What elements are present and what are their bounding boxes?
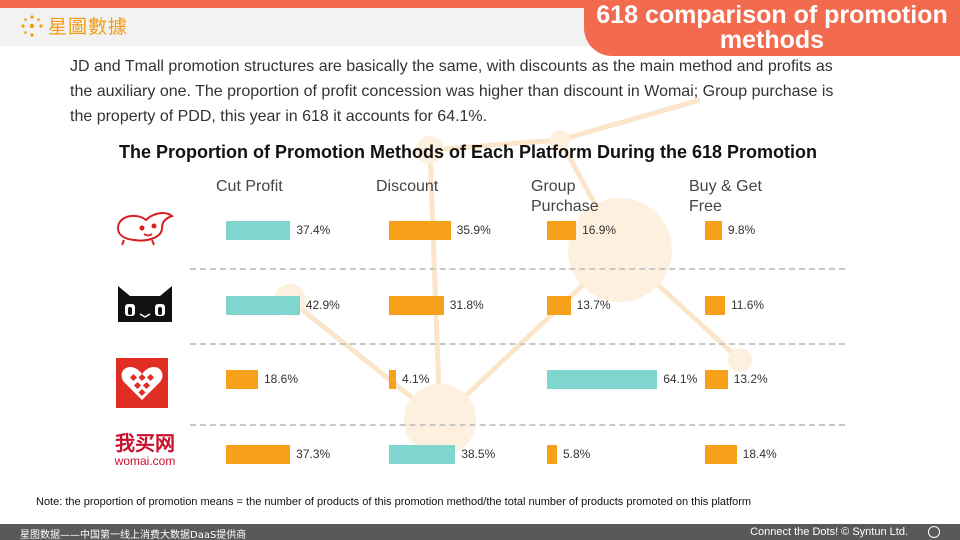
bar (389, 445, 456, 464)
footer-right-text: Connect the Dots! © Syntun Ltd. (750, 526, 908, 538)
column-header-line: Buy & Get (689, 178, 762, 195)
bar-value-label: 38.5% (461, 447, 496, 461)
column-header-line: Free (689, 198, 722, 215)
bar-value-label: 16.9% (582, 223, 617, 237)
column-header: Cut Profit (216, 177, 326, 197)
bar (226, 296, 300, 315)
column-header-line: Group (531, 178, 576, 195)
page-title: 618 comparison of promotion methods (584, 0, 960, 56)
bar-value-label: 4.1% (402, 372, 430, 386)
bar-value-label: 35.9% (456, 223, 491, 237)
bar-value-label: 37.3% (296, 447, 331, 461)
bar-value-label: 37.4% (296, 223, 331, 237)
column-header-line: Discount (376, 178, 439, 195)
womai-logo-cn: 我买网 (115, 431, 175, 455)
bar-value-label: 9.8% (727, 223, 756, 237)
womai-logo: 我买网 womai.com (110, 432, 180, 468)
bar-value-label: 13.2% (733, 372, 768, 386)
bar (705, 296, 725, 315)
circle-icon (928, 526, 940, 538)
row-divider (190, 343, 845, 345)
jd-dog-icon (116, 212, 175, 246)
accent-line (0, 0, 960, 8)
footer-left-text: 星图数据——中国第一线上消费大数据DaaS提供商 (20, 530, 247, 540)
bar-value-label: 11.6% (730, 298, 765, 312)
bar-value-label: 18.4% (742, 447, 777, 461)
column-header-line: Cut Profit (216, 178, 283, 195)
brand-name: 星圖數據 (48, 16, 129, 38)
footnote: Note: the proportion of promotion means … (36, 496, 752, 508)
bar (547, 221, 577, 240)
womai-logo-en: womai.com (114, 454, 176, 468)
bar (389, 370, 397, 389)
column-header: Group Purchase (531, 177, 641, 217)
bar-value-label: 31.8% (449, 298, 484, 312)
pdd-heart-icon (116, 358, 168, 408)
column-header-line: Purchase (531, 198, 599, 215)
bar-value-label: 18.6% (263, 372, 299, 386)
bar-value-label: 64.1% (663, 372, 698, 386)
bar (226, 370, 258, 389)
bar (705, 370, 728, 389)
footer-bar: 星图数据——中国第一线上消费大数据DaaS提供商 Connect the Dot… (0, 524, 960, 540)
bar (226, 445, 291, 464)
bar (547, 445, 557, 464)
bar-value-label: 5.8% (562, 447, 591, 461)
chart-title: The Proportion of Promotion Methods of E… (118, 142, 817, 162)
bar (547, 370, 658, 389)
bar-value-label: 42.9% (305, 298, 340, 312)
tmall-cat-icon (118, 286, 172, 322)
brand-logo: 星圖數據 (20, 12, 128, 39)
row-divider (190, 424, 845, 426)
bar-value-label: 13.7% (576, 298, 611, 312)
bar (389, 296, 444, 315)
column-header: Buy & Get Free (689, 177, 799, 217)
bar (226, 221, 291, 240)
bar (705, 221, 722, 240)
bar (705, 445, 737, 464)
sparkle-icon (21, 14, 43, 37)
bar (547, 296, 571, 315)
row-divider (190, 268, 845, 270)
bar (389, 221, 451, 240)
column-header: Discount (376, 177, 486, 197)
intro-text: JD and Tmall promotion structures are ba… (70, 58, 834, 125)
